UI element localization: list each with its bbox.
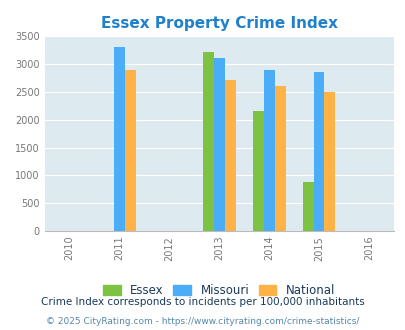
Bar — [302, 182, 313, 231]
Bar — [125, 70, 136, 231]
Bar — [313, 72, 324, 231]
Bar — [213, 58, 224, 231]
Bar — [252, 112, 263, 231]
Text: Crime Index corresponds to incidents per 100,000 inhabitants: Crime Index corresponds to incidents per… — [41, 297, 364, 307]
Legend: Essex, Missouri, National: Essex, Missouri, National — [98, 280, 339, 302]
Bar — [324, 92, 335, 231]
Bar — [114, 48, 125, 231]
Text: © 2025 CityRating.com - https://www.cityrating.com/crime-statistics/: © 2025 CityRating.com - https://www.city… — [46, 317, 359, 326]
Title: Essex Property Crime Index: Essex Property Crime Index — [100, 16, 337, 31]
Bar — [202, 52, 213, 231]
Bar — [224, 80, 235, 231]
Bar — [274, 86, 285, 231]
Bar — [263, 70, 274, 231]
